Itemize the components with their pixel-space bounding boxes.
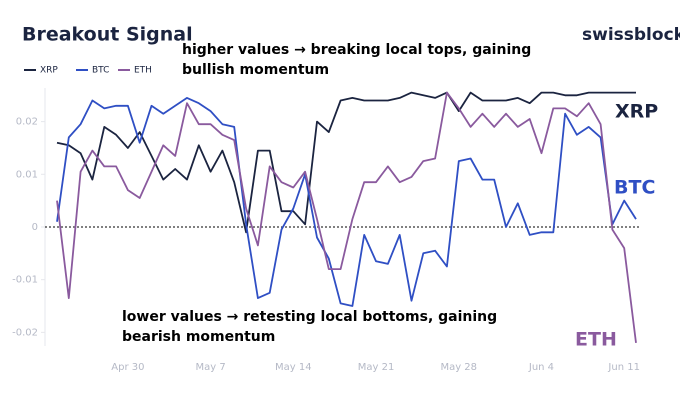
x-tick-label: Apr 30 xyxy=(111,362,144,373)
x-tick-label: Jun 4 xyxy=(528,362,554,373)
x-tick-label: May 7 xyxy=(196,362,226,373)
legend-label: BTC xyxy=(92,66,109,76)
y-tick-label: 0.02 xyxy=(16,117,38,128)
y-tick-label: 0 xyxy=(32,222,38,233)
series-line xyxy=(56,91,637,344)
series-end-label: ETH xyxy=(575,329,617,351)
series-end-label: BTC xyxy=(614,177,655,199)
series-line xyxy=(56,97,637,307)
legend-label: ETH xyxy=(134,66,152,76)
annotation: bullish momentum xyxy=(182,62,329,78)
x-tick-label: May 28 xyxy=(440,362,477,373)
annotation: higher values → breaking local tops, gai… xyxy=(182,42,531,58)
chart-title: Breakout Signal xyxy=(22,24,193,46)
annotation: lower values → retesting local bottoms, … xyxy=(122,309,497,325)
x-tick-label: May 14 xyxy=(275,362,312,373)
y-tick-label: 0.01 xyxy=(16,169,38,180)
legend-label: XRP xyxy=(40,66,58,76)
annotation: bearish momentum xyxy=(122,329,275,345)
y-tick-label: -0.01 xyxy=(12,275,38,286)
x-tick-label: Jun 11 xyxy=(607,362,640,373)
series-end-label: XRP xyxy=(615,101,658,123)
series-line xyxy=(56,91,636,234)
y-tick-label: -0.02 xyxy=(12,327,38,338)
x-tick-label: May 21 xyxy=(358,362,395,373)
brand-logo: swissblock xyxy=(582,25,680,45)
